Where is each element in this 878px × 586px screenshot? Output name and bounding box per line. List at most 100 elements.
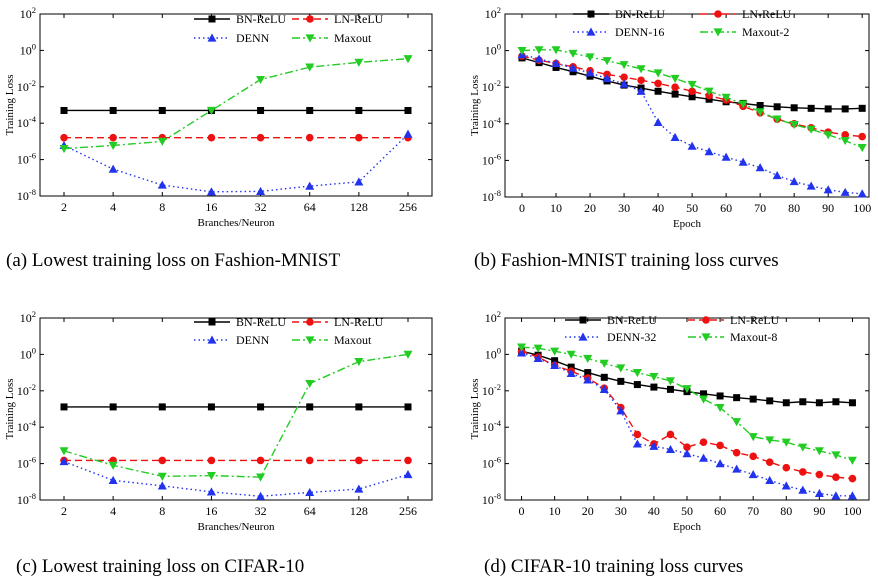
data-point bbox=[840, 137, 850, 146]
data-point bbox=[748, 433, 758, 442]
data-point bbox=[831, 451, 841, 460]
data-point bbox=[857, 189, 867, 198]
legend-label: Maxout bbox=[334, 31, 372, 45]
y-tick-label: 10-6 bbox=[482, 455, 501, 471]
y-tick-label: 102 bbox=[20, 5, 36, 21]
y-axis-label: Training Loss bbox=[469, 378, 481, 439]
data-point bbox=[632, 369, 642, 378]
data-point bbox=[653, 69, 663, 78]
chart-0: 10-8 10-6 10-4 10-2 100 102 2 4 8 16 32 64 128 256 Bra… bbox=[4, 5, 433, 229]
chart-2: 10-8 10-6 10-4 10-2 100 102 2 4 8 16 32 64 128 256 Bra… bbox=[4, 309, 433, 533]
data-point bbox=[583, 375, 593, 384]
data-point bbox=[649, 373, 659, 382]
plot-frame bbox=[504, 13, 870, 198]
data-point bbox=[207, 456, 216, 465]
x-axis-label: Branches/Neuron bbox=[198, 521, 275, 533]
x-tick-label: 10 bbox=[549, 504, 561, 518]
data-point bbox=[567, 363, 575, 371]
data-point bbox=[619, 61, 629, 70]
data-point bbox=[766, 397, 774, 405]
data-point bbox=[798, 443, 808, 452]
legend: BN-ReLU LN-ReLU DENN Maxout bbox=[194, 315, 384, 347]
data-point bbox=[699, 453, 709, 462]
x-tick-label: 128 bbox=[350, 200, 368, 214]
data-point bbox=[814, 488, 824, 498]
data-point bbox=[704, 147, 714, 156]
legend-marker bbox=[713, 28, 723, 37]
legend-item: Maxout-2 bbox=[700, 25, 789, 39]
caption-c: (c) Lowest training loss on CIFAR-10 bbox=[16, 556, 305, 577]
y-tick-label: 10-2 bbox=[482, 382, 501, 398]
y-tick-label: 100 bbox=[20, 345, 36, 361]
data-point bbox=[682, 385, 692, 394]
data-point bbox=[807, 104, 815, 112]
plot-frame bbox=[504, 317, 870, 501]
data-point bbox=[157, 137, 167, 146]
data-point bbox=[831, 491, 841, 500]
data-point bbox=[666, 430, 675, 439]
legend-label: DENN bbox=[236, 333, 270, 347]
legend-label: LN-ReLU bbox=[334, 315, 384, 329]
data-point bbox=[620, 73, 628, 82]
legend-label: LN-ReLU bbox=[730, 313, 780, 327]
data-point bbox=[355, 456, 363, 465]
data-point bbox=[207, 133, 216, 142]
legend-label: DENN-16 bbox=[615, 25, 664, 39]
legend-marker bbox=[208, 318, 216, 326]
legend-item: DENN-16 bbox=[573, 25, 664, 39]
data-point bbox=[158, 456, 167, 465]
data-point bbox=[206, 187, 216, 196]
series-BN-ReLU bbox=[60, 106, 412, 114]
series-Maxout-8 bbox=[517, 343, 857, 465]
data-point bbox=[654, 87, 662, 95]
data-point bbox=[666, 385, 674, 393]
x-tick-label: 80 bbox=[780, 504, 792, 518]
x-tick-label: 80 bbox=[788, 201, 800, 215]
data-point bbox=[848, 474, 857, 483]
data-point bbox=[806, 125, 816, 134]
data-point bbox=[517, 348, 527, 357]
data-point bbox=[550, 347, 560, 356]
series-BN-ReLU bbox=[60, 403, 412, 411]
data-point bbox=[848, 399, 856, 407]
data-point bbox=[773, 103, 781, 111]
data-point bbox=[782, 399, 790, 407]
data-point bbox=[699, 438, 708, 446]
data-point bbox=[157, 472, 167, 481]
data-point bbox=[738, 157, 748, 166]
data-point bbox=[59, 447, 69, 456]
legend-item: LN-ReLU bbox=[700, 7, 792, 21]
y-tick-label: 100 bbox=[20, 41, 36, 57]
data-point bbox=[815, 399, 823, 407]
legend-label: BN-ReLU bbox=[236, 315, 286, 329]
data-point bbox=[832, 398, 840, 406]
y-tick-label: 100 bbox=[485, 345, 501, 361]
data-point bbox=[732, 464, 742, 473]
y-tick-label: 10-8 bbox=[482, 188, 501, 204]
caption-b: (b) Fashion-MNIST training loss curves bbox=[474, 250, 779, 271]
data-point bbox=[305, 63, 315, 72]
x-axis-label: Epoch bbox=[673, 218, 702, 230]
data-point bbox=[847, 491, 857, 500]
data-point bbox=[665, 444, 675, 454]
data-point bbox=[355, 106, 363, 114]
y-tick-label: 10-2 bbox=[17, 382, 36, 398]
legend-marker bbox=[207, 335, 217, 344]
legend-item: BN-ReLU bbox=[573, 7, 665, 21]
x-tick-label: 16 bbox=[205, 504, 217, 518]
data-point bbox=[534, 46, 544, 55]
legend-label: Maxout-2 bbox=[742, 25, 789, 39]
caption-d: (d) CIFAR-10 training loss curves bbox=[484, 556, 744, 577]
x-tick-label: 20 bbox=[584, 201, 596, 215]
data-point bbox=[653, 117, 663, 126]
legend-item: DENN bbox=[194, 31, 270, 45]
data-point bbox=[568, 63, 578, 72]
data-point bbox=[715, 459, 725, 468]
y-tick-label: 10-6 bbox=[17, 455, 36, 471]
y-tick-label: 10-2 bbox=[482, 78, 501, 94]
data-point bbox=[533, 353, 543, 363]
data-point bbox=[732, 448, 741, 457]
data-point bbox=[670, 132, 680, 142]
x-tick-label: 0 bbox=[519, 201, 525, 215]
data-point bbox=[748, 470, 758, 479]
